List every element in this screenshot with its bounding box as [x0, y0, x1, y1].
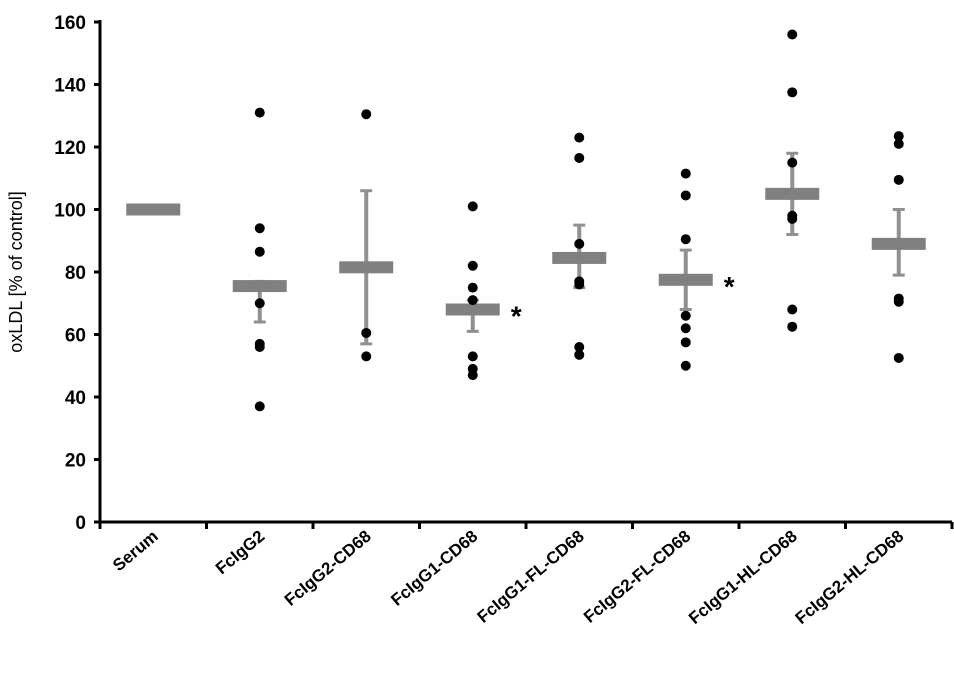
data-points [254, 29, 904, 412]
data-point [254, 298, 265, 309]
data-point [680, 323, 691, 334]
x-tick-label: FcIgG1-FL-CD68 [474, 527, 588, 627]
y-tick-label: 20 [65, 451, 86, 472]
x-tick-label: FcIgG2-HL-CD68 [792, 527, 908, 628]
data-point [787, 87, 798, 98]
data-point [680, 337, 691, 348]
x-tick-label: FcIgG1-HL-CD68 [685, 527, 801, 628]
mean-marker [552, 251, 607, 264]
y-tick-label: 140 [54, 76, 86, 97]
mean-marker [232, 280, 287, 293]
data-point [361, 109, 372, 120]
data-point [574, 342, 585, 352]
y-tick-label: 100 [54, 201, 86, 222]
data-point [680, 234, 691, 245]
data-point [893, 131, 904, 142]
data-point [574, 132, 585, 143]
significance-marker: * [511, 301, 522, 332]
data-point [574, 238, 585, 249]
data-point [787, 321, 798, 332]
data-point [467, 295, 478, 306]
data-point [787, 157, 798, 168]
data-point [787, 213, 798, 224]
data-point [574, 279, 585, 290]
data-point [361, 327, 372, 338]
y-tick-label: 40 [65, 388, 86, 409]
mean-marker [871, 237, 926, 250]
x-tick-label: FcIgG2 [212, 527, 268, 579]
data-point [467, 282, 478, 293]
y-tick-label: 60 [65, 326, 86, 347]
data-point [680, 360, 691, 371]
significance-marker: * [724, 271, 735, 302]
mean-marker [765, 187, 820, 200]
data-point [787, 29, 798, 40]
data-point [254, 246, 265, 257]
data-point [574, 349, 585, 360]
data-point [787, 304, 798, 315]
category-labels: Serum FcIgG2 FcIgG2-CD68 FcIgG1-CD68FcIgG1-… [109, 527, 907, 628]
data-point [254, 401, 265, 412]
mean-marker [658, 273, 713, 286]
x-tick-label: FcIgG1-CD68 [387, 527, 481, 610]
x-tick-label: FcIgG2-CD68 [281, 527, 375, 610]
data-point [467, 351, 478, 362]
data-point [893, 352, 904, 363]
mean-marker [126, 203, 181, 216]
mean-marker [445, 303, 500, 316]
significance-markers: ** [511, 271, 735, 332]
data-point [254, 107, 265, 118]
y-tick-label: 0 [75, 513, 86, 534]
mean-marker [339, 261, 394, 274]
axes: 0 20 40 60 80 100 120 140 160 [54, 13, 954, 534]
y-tick-label: 160 [54, 13, 86, 34]
data-point [680, 168, 691, 179]
mean-markers [126, 187, 926, 316]
y-tick-label: 80 [65, 263, 86, 284]
data-point [254, 223, 265, 234]
data-point [467, 370, 478, 381]
data-point [467, 260, 478, 271]
data-point [467, 201, 478, 212]
data-point [254, 342, 265, 352]
data-point [893, 174, 904, 185]
data-point [893, 296, 904, 307]
y-tick-label: 120 [54, 138, 86, 159]
y-axis-label: oxLDL [% of control] [6, 191, 26, 352]
data-point [680, 310, 691, 321]
x-tick-label: Serum [109, 527, 162, 576]
data-point [361, 351, 372, 362]
x-tick-label: FcIgG2-FL-CD68 [580, 527, 694, 627]
data-point [893, 138, 904, 149]
data-point [574, 152, 585, 163]
data-point [680, 190, 691, 201]
